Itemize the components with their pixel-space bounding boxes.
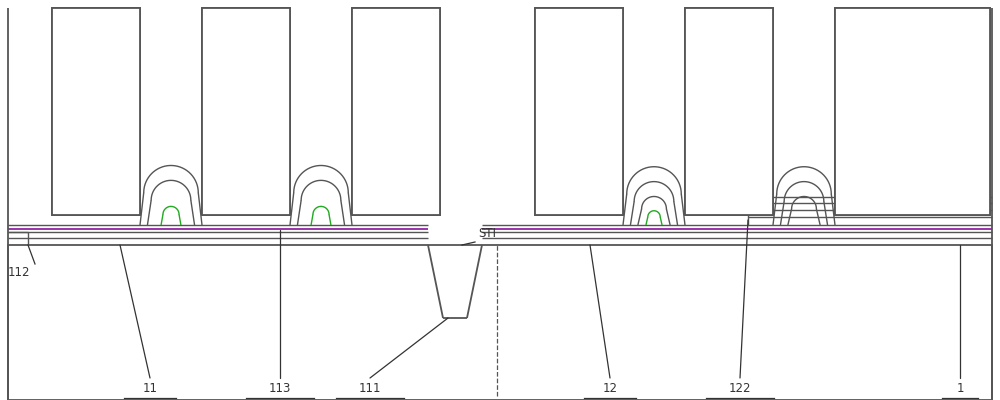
Bar [685, 8, 773, 215]
Text: 11: 11 [143, 382, 158, 395]
Bar [835, 8, 990, 215]
Text: 111: 111 [359, 382, 381, 395]
Text: 113: 113 [269, 382, 291, 395]
Bar [52, 8, 140, 215]
Bar [52, 8, 140, 215]
Bar [685, 8, 773, 215]
Bar [835, 8, 990, 215]
Text: STI: STI [478, 227, 496, 240]
Text: 1: 1 [956, 382, 964, 395]
Text: 122: 122 [729, 382, 751, 395]
Bar [8, 245, 992, 400]
Text: 12: 12 [602, 382, 618, 395]
Bar [535, 8, 623, 215]
Text: 112: 112 [8, 266, 30, 279]
Bar [535, 8, 623, 215]
Bar [202, 8, 290, 215]
Bar [352, 8, 440, 215]
Bar [202, 8, 290, 215]
Bar [352, 8, 440, 215]
